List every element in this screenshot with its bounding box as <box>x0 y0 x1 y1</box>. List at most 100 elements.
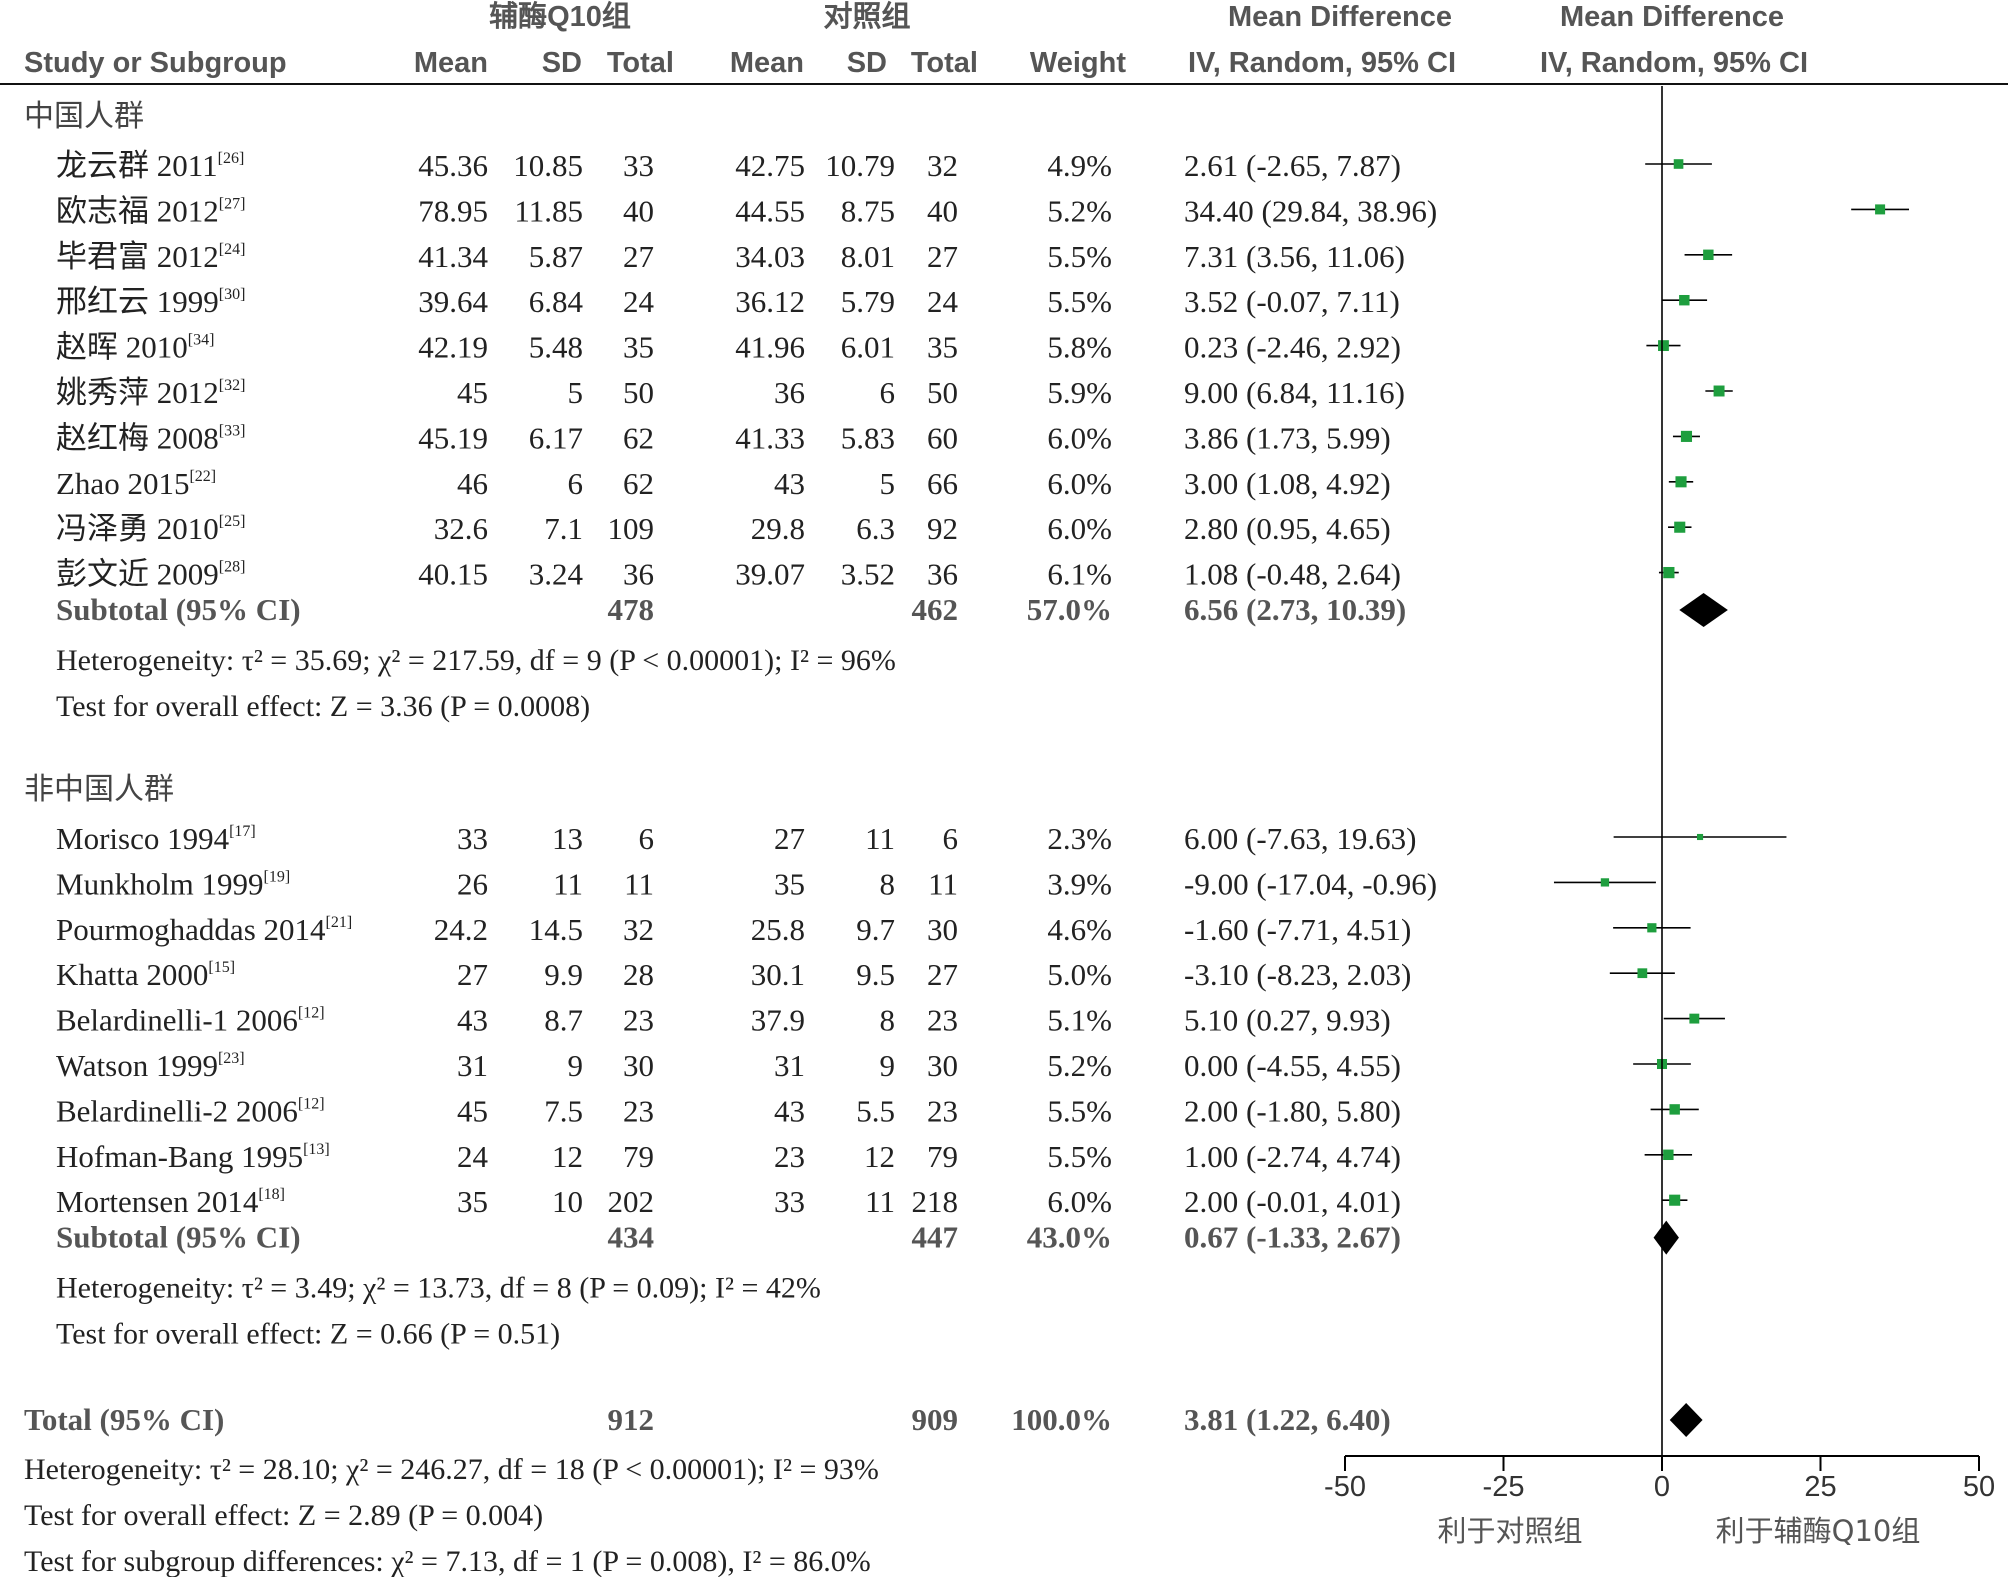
total1-cell: 40 <box>623 193 654 228</box>
mean1-cell: 45 <box>457 1093 488 1128</box>
mean1-cell: 42.19 <box>418 330 488 365</box>
table-row: Munkholm 1999[19] 26 11 11 35 8 11 3.9% -9.00 (-… <box>56 866 1437 901</box>
subtotal-diamond <box>1653 1220 1679 1255</box>
study-name: Pourmoghaddas 2014[21] <box>56 912 352 947</box>
sd1-cell: 13 <box>552 821 583 856</box>
sd1-cell: 10.85 <box>513 148 583 183</box>
x-tick-label: -50 <box>1324 1471 1366 1503</box>
ci-cell: 6.00 (-7.63, 19.63) <box>1184 821 1416 856</box>
total2-cell: 30 <box>927 912 958 947</box>
table-row: Watson 1999[23] 31 9 30 31 9 30 5.2% 0.00 (-4.55… <box>56 1048 1401 1083</box>
sd1-cell: 6 <box>568 466 584 501</box>
sd1-cell: 7.1 <box>544 511 583 546</box>
study-reference: [34] <box>188 332 215 349</box>
weight-cell: 4.6% <box>1047 912 1112 947</box>
ci-cell: -9.00 (-17.04, -0.96) <box>1184 866 1437 901</box>
ci-cell: 5.10 (0.27, 9.93) <box>1184 1003 1391 1038</box>
sd2-cell: 8 <box>880 866 896 901</box>
study-name: 赵红梅 2008[33] <box>56 420 245 455</box>
mean2-cell: 34.03 <box>735 239 805 274</box>
table-row: Belardinelli-2 2006[12] 45 7.5 23 43 5.5 23 5.5… <box>56 1093 1401 1128</box>
ci-cell: 0.00 (-4.55, 4.55) <box>1184 1048 1401 1083</box>
mean1-cell: 27 <box>457 957 488 992</box>
ci-cell: 6.56 (2.73, 10.39) <box>1184 592 1406 627</box>
ci-cell: 0.23 (-2.46, 2.92) <box>1184 330 1401 365</box>
ci-cell: 3.81 (1.22, 6.40) <box>1184 1402 1391 1437</box>
subtotal-label: Subtotal (95% CI) <box>56 592 301 627</box>
sd1-cell: 7.5 <box>544 1093 583 1128</box>
ci-cell: 7.31 (3.56, 11.06) <box>1184 239 1405 274</box>
total1-cell: 30 <box>623 1048 654 1083</box>
sd2-cell: 5.83 <box>841 420 895 455</box>
study-reference: [24] <box>219 241 246 258</box>
x-tick-label: 0 <box>1654 1471 1670 1503</box>
weight-cell: 6.0% <box>1047 420 1112 455</box>
total2-cell: 6 <box>943 821 959 856</box>
table-header: 辅酶Q10组 对照组 Mean Difference Mean Differen… <box>0 0 2008 85</box>
study-name: 赵晖 2010[34] <box>56 330 214 365</box>
sd1-cell: 6.17 <box>529 420 583 455</box>
mean2-cell: 36 <box>774 375 805 410</box>
mean2-cell: 25.8 <box>751 912 805 947</box>
study-name: Mortensen 2014[18] <box>56 1184 285 1219</box>
weight-cell: 100.0% <box>1011 1402 1112 1437</box>
total2-cell: 218 <box>912 1184 959 1219</box>
total2-cell: 23 <box>927 1003 958 1038</box>
study-reference: [19] <box>264 868 291 885</box>
heterogeneity-text: Heterogeneity: τ² = 3.49; χ² = 13.73, df… <box>56 1272 821 1305</box>
weight-cell: 5.5% <box>1047 1093 1112 1128</box>
study-reference: [22] <box>189 468 216 485</box>
sd1-cell: 9 <box>568 1048 584 1083</box>
sd2-cell: 11 <box>865 1184 895 1219</box>
footer-line: Heterogeneity: τ² = 28.10; χ² = 246.27, … <box>24 1453 879 1486</box>
footer-notes: Heterogeneity: τ² = 28.10; χ² = 246.27, … <box>24 1453 879 1577</box>
weight-header: Weight <box>1030 47 1126 79</box>
sd2-cell: 6 <box>880 375 896 410</box>
sd2-cell: 9 <box>880 1048 896 1083</box>
mean2-cell: 29.8 <box>751 511 805 546</box>
subtotal-diamond <box>1679 593 1728 627</box>
study-reference: [21] <box>326 914 353 931</box>
table-row: 赵晖 2010[34] 42.19 5.48 35 41.96 6.01 35 5.8% 0.2… <box>56 330 1401 365</box>
table-row: Morisco 1994[17] 33 13 6 27 11 6 2.3% 6.00 (-7.6… <box>56 821 1416 856</box>
mean1-cell: 31 <box>457 1048 488 1083</box>
subtotal-row: Subtotal (95% CI) 434 447 43.0% 0.67 (-1.33,… <box>56 1220 1401 1255</box>
total2-cell: 50 <box>927 375 958 410</box>
total2-cell: 27 <box>927 957 958 992</box>
total1-cell: 24 <box>623 284 655 319</box>
study-reference: [25] <box>219 513 246 530</box>
study-reference: [30] <box>219 286 246 303</box>
mean2-cell: 39.07 <box>735 557 805 592</box>
effect-marker <box>1679 294 1690 306</box>
sd1-cell: 5.48 <box>529 330 583 365</box>
weight-cell: 6.0% <box>1047 511 1112 546</box>
total2-cell: 66 <box>927 466 958 501</box>
ci-cell: 34.40 (29.84, 38.96) <box>1184 193 1437 228</box>
mean2-cell: 37.9 <box>751 1003 805 1038</box>
study-reference: [23] <box>218 1050 245 1067</box>
mean1-cell: 78.95 <box>418 193 488 228</box>
study-name: Belardinelli-2 2006[12] <box>56 1093 325 1128</box>
study-name: Munkholm 1999[19] <box>56 866 290 901</box>
total1-cell: 36 <box>623 557 654 592</box>
ci-cell: 3.52 (-0.07, 7.11) <box>1184 284 1400 319</box>
ci-cell: 2.61 (-2.65, 7.87) <box>1184 148 1401 183</box>
weight-cell: 5.0% <box>1047 957 1112 992</box>
effect-marker <box>1680 430 1693 442</box>
ci-cell: 3.00 (1.08, 4.92) <box>1184 466 1391 501</box>
table-row: 赵红梅 2008[33] 45.19 6.17 62 41.33 5.83 60 6.0% 3.… <box>56 420 1391 455</box>
total2-header: Total <box>911 47 978 79</box>
mean2-cell: 41.33 <box>735 420 805 455</box>
sd1-header: SD <box>542 47 582 79</box>
weight-cell: 5.8% <box>1047 330 1112 365</box>
mean2-cell: 30.1 <box>751 957 805 992</box>
study-reference: [17] <box>229 823 256 840</box>
total2-cell: 32 <box>927 148 958 183</box>
table-row: Zhao 2015[22] 46 6 62 43 5 66 6.0% 3.00 (1.08, 4… <box>56 466 1391 501</box>
mean1-cell: 35 <box>457 1184 488 1219</box>
ci-cell: 9.00 (6.84, 11.16) <box>1184 375 1405 410</box>
study-name: Khatta 2000[15] <box>56 957 235 992</box>
table-row: 龙云群 2011[26] 45.36 10.85 33 42.75 10.79 32 4.9%… <box>56 148 1401 183</box>
study-reference: [13] <box>303 1141 330 1158</box>
